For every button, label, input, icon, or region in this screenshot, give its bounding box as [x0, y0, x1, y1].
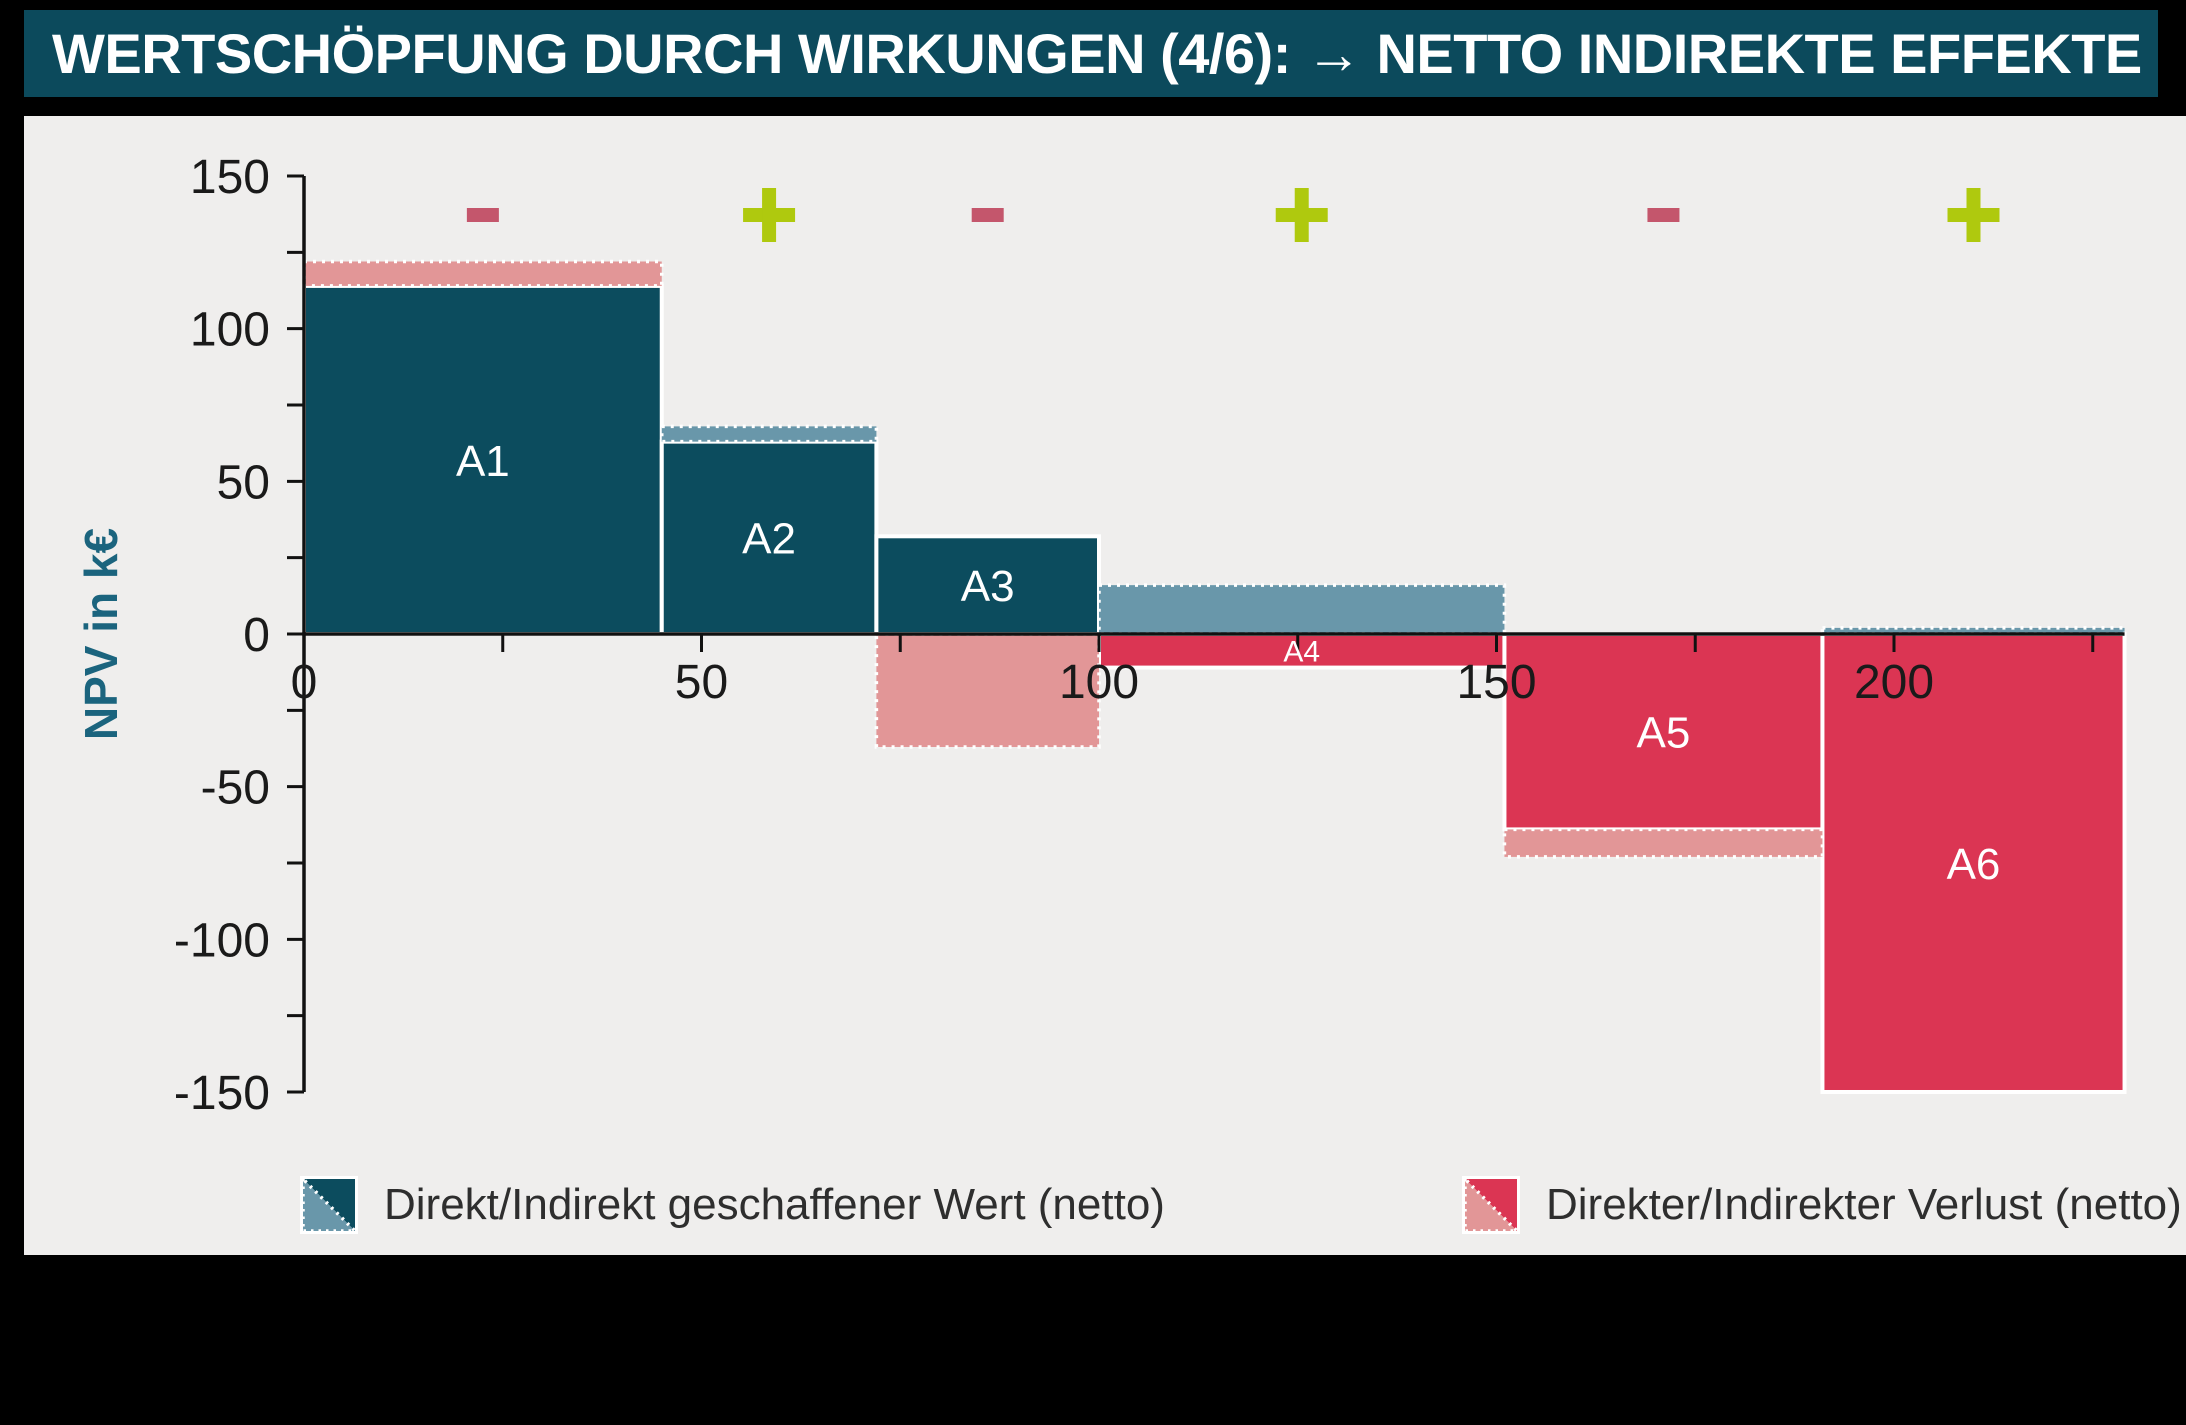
- y-tick-label-0: 0: [243, 609, 270, 662]
- legend-label-loss: Direkter/Indirekter Verlust (netto): [1546, 1180, 2182, 1229]
- minus-sign-A5: [1647, 208, 1680, 222]
- bar-label-A6: A6: [1947, 840, 2001, 889]
- bar-A3-indirect-band: [874, 632, 1101, 749]
- x-tick-label-100: 100: [1059, 656, 1139, 709]
- y-tick-label--100: -100: [174, 914, 270, 967]
- bar-label-A1: A1: [456, 437, 510, 486]
- bar-A1-indirect-band: [302, 259, 664, 288]
- legend-label-value: Direkt/Indirekt geschaffener Wert (netto…: [384, 1180, 1165, 1229]
- page-title: WERTSCHÖPFUNG DURCH WIRKUNGEN (4/6): → N…: [52, 22, 2142, 85]
- bar-A6-direct: [1820, 632, 2127, 1094]
- legend-swatch-loss: [1462, 1176, 1520, 1234]
- bar-label-A4: A4: [1283, 636, 1320, 669]
- legend-swatch-indirect-loss: [1463, 1176, 1520, 1233]
- x-tick-label-200: 200: [1854, 656, 1934, 709]
- bar-label-A5: A5: [1637, 709, 1691, 758]
- x-tick-label-50: 50: [675, 656, 728, 709]
- title-bar: WERTSCHÖPFUNG DURCH WIRKUNGEN (4/6): → N…: [24, 10, 2158, 97]
- y-tick-label-150: 150: [190, 151, 270, 204]
- x-tick-label-150: 150: [1456, 656, 1536, 709]
- legend-swatch-indirect-value: [301, 1176, 358, 1233]
- legend-swatch-value: [300, 1176, 358, 1234]
- y-tick-label--50: -50: [201, 762, 270, 815]
- x-tick-label-0: 0: [291, 656, 318, 709]
- y-axis-title: NPV in k€: [75, 528, 127, 740]
- bar-A5-indirect-band: [1502, 827, 1825, 859]
- legend-item-value: Direkt/Indirekt geschaffener Wert (netto…: [300, 1176, 1165, 1234]
- bar-A4-indirect-band: [1097, 583, 1507, 636]
- legend-item-loss: Direkter/Indirekter Verlust (netto): [1462, 1176, 2182, 1234]
- y-tick-label--150: -150: [174, 1067, 270, 1120]
- minus-sign-A3: [971, 208, 1004, 222]
- y-tick-label-50: 50: [217, 456, 270, 509]
- bar-label-A3: A3: [961, 562, 1015, 611]
- bar-A2-indirect-band: [660, 424, 879, 444]
- plus-sign-A6: [1966, 188, 1981, 242]
- y-tick-label-100: 100: [190, 304, 270, 357]
- bar-label-A2: A2: [742, 515, 796, 564]
- plus-sign-A4: [1294, 188, 1309, 242]
- minus-sign-A1: [466, 208, 499, 222]
- plus-sign-A2: [762, 188, 777, 242]
